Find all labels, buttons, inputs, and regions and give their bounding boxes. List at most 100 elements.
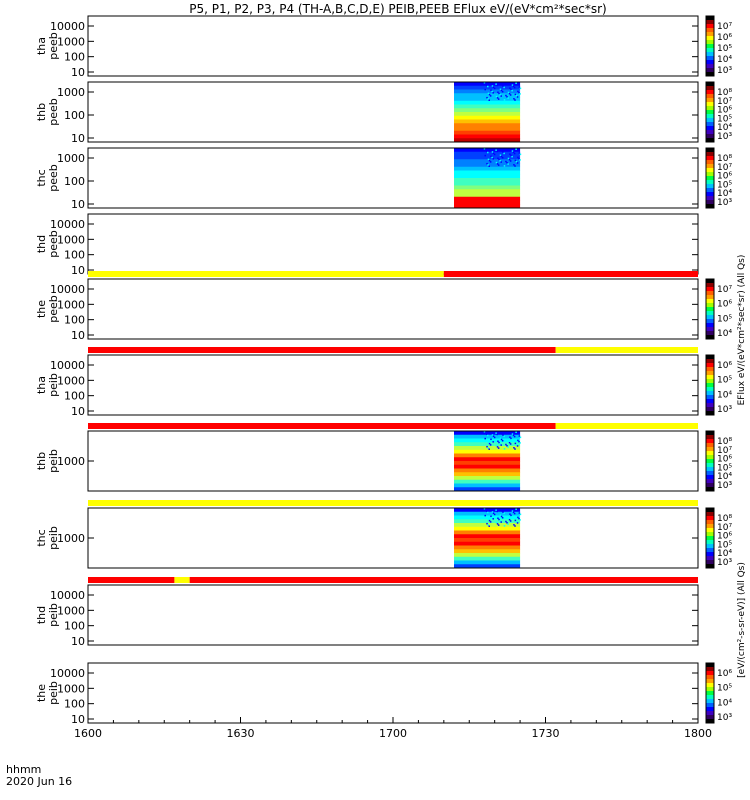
status-bar-segment [88,271,444,277]
spectrogram-speckle [495,521,498,524]
colorbar-segment [706,126,714,131]
spectrogram-speckle [498,158,500,161]
spectrogram-speckle [512,434,515,437]
spectrogram-speckle [490,89,492,92]
spectrogram-speckle [508,441,511,444]
colorbar-segment [706,28,714,33]
colorbar-title-bottom: [eV/(cm²-s-sr-eV)] (All Qs) [737,562,747,678]
colorbar-segment [706,715,714,720]
spectrogram-speckle [483,148,486,150]
spectrogram-cell [454,464,521,469]
spectrogram-speckle [485,510,488,513]
colorbar-tick-label: 10³ [717,66,732,76]
colorbar-segment [706,355,714,360]
spectrogram-speckle [499,160,501,162]
spectrogram-speckle [505,509,508,512]
spectrogram-speckle [510,432,513,434]
spectrogram-speckle [496,150,498,153]
spectrogram-speckle [518,152,521,154]
spectrogram-speckle [495,161,498,164]
y-tick-label: 10000 [50,218,85,231]
colorbar-segment [706,327,714,332]
colorbar-tick-label: 10⁷ [717,523,732,533]
colorbar-segment [706,451,714,456]
colorbar-segment [706,102,714,107]
colorbar-segment [706,455,714,460]
spectrogram-cell [454,468,521,473]
panel-frame [87,147,699,209]
spectrogram-speckle [509,513,511,515]
spectrogram-speckle [507,517,510,520]
y-axis-label: tha [35,37,48,55]
colorbar-tick-label: 10⁷ [717,285,732,295]
spectrogram-speckle [510,509,513,511]
colorbar-tick-label: 10³ [717,132,732,142]
colorbar-segment [706,335,714,340]
spectrogram-speckle [501,91,504,93]
y-axis-label: thd [35,235,48,253]
spectrogram-speckle [514,442,517,445]
colorbar-segment [706,528,714,533]
spectrogram-speckle [516,162,519,164]
spectrogram-speckle [514,165,516,167]
colorbar-tick-label: 10⁸ [717,88,732,98]
spectrogram-speckle [500,155,503,158]
spectrogram-speckle [512,85,515,88]
spectrogram-speckle [488,159,491,162]
colorbar-segment [706,110,714,115]
spectrogram-speckle [510,149,513,151]
colorbar-segment [706,48,714,53]
colorbar-segment [706,483,714,488]
status-bar-segment [88,347,556,353]
y-tick-label: 10 [71,635,85,648]
colorbar-segment [706,431,714,436]
colorbar-segment [706,383,714,388]
spectrogram-speckle [513,164,515,166]
spectrogram-speckle [497,447,500,449]
spectrogram-speckle [487,518,490,521]
y-axis-label: peib [47,449,60,473]
colorbar-tick-label: 10⁵ [717,114,732,124]
spectrogram-speckle [516,445,519,447]
spectrogram-cell [454,431,521,436]
spectrogram-speckle [499,88,502,90]
y-tick-label: 10000 [50,283,85,296]
spectrogram-speckle [497,91,499,94]
spectrogram-cell [454,166,521,171]
colorbar-segment [706,443,714,448]
colorbar-segment [706,40,714,45]
colorbar-tick-label: 10⁶ [717,361,732,371]
spectrogram-speckle [488,99,490,101]
spectrogram-speckle [492,441,494,443]
spectrogram-speckle [511,155,513,158]
colorbar-tick-label: 10⁶ [717,300,732,310]
spectrogram-speckle [500,95,502,97]
colorbar-segment [706,508,714,513]
y-tick-label: 1000 [57,152,85,165]
spectrogram-speckle [519,93,521,95]
colorbar-segment [706,695,714,700]
colorbar-segment [706,148,714,153]
spectrogram-speckle [504,508,507,510]
spectrogram-cell [454,530,521,535]
spectrogram-speckle [499,437,502,439]
colorbar-frame [705,15,715,77]
spectrogram-speckle [501,517,504,519]
colorbar-tick-label: 10³ [717,558,732,568]
spectrogram-speckle [483,82,486,84]
spectrogram-speckle [505,149,508,152]
spectrogram-cell [454,483,521,488]
y-tick-label: 10 [71,713,85,726]
spectrogram-speckle [486,96,488,99]
y-tick-label: 10 [71,329,85,342]
spectrogram-speckle [492,435,495,437]
y-axis-label: peeb [47,295,60,323]
spectrogram-speckle [494,431,496,433]
spectrogram-speckle [518,157,520,160]
colorbar-segment [706,475,714,480]
spectrogram-cell [454,511,521,516]
spectrogram-speckle [517,439,519,442]
colorbar-tick-label: 10⁷ [717,97,732,107]
